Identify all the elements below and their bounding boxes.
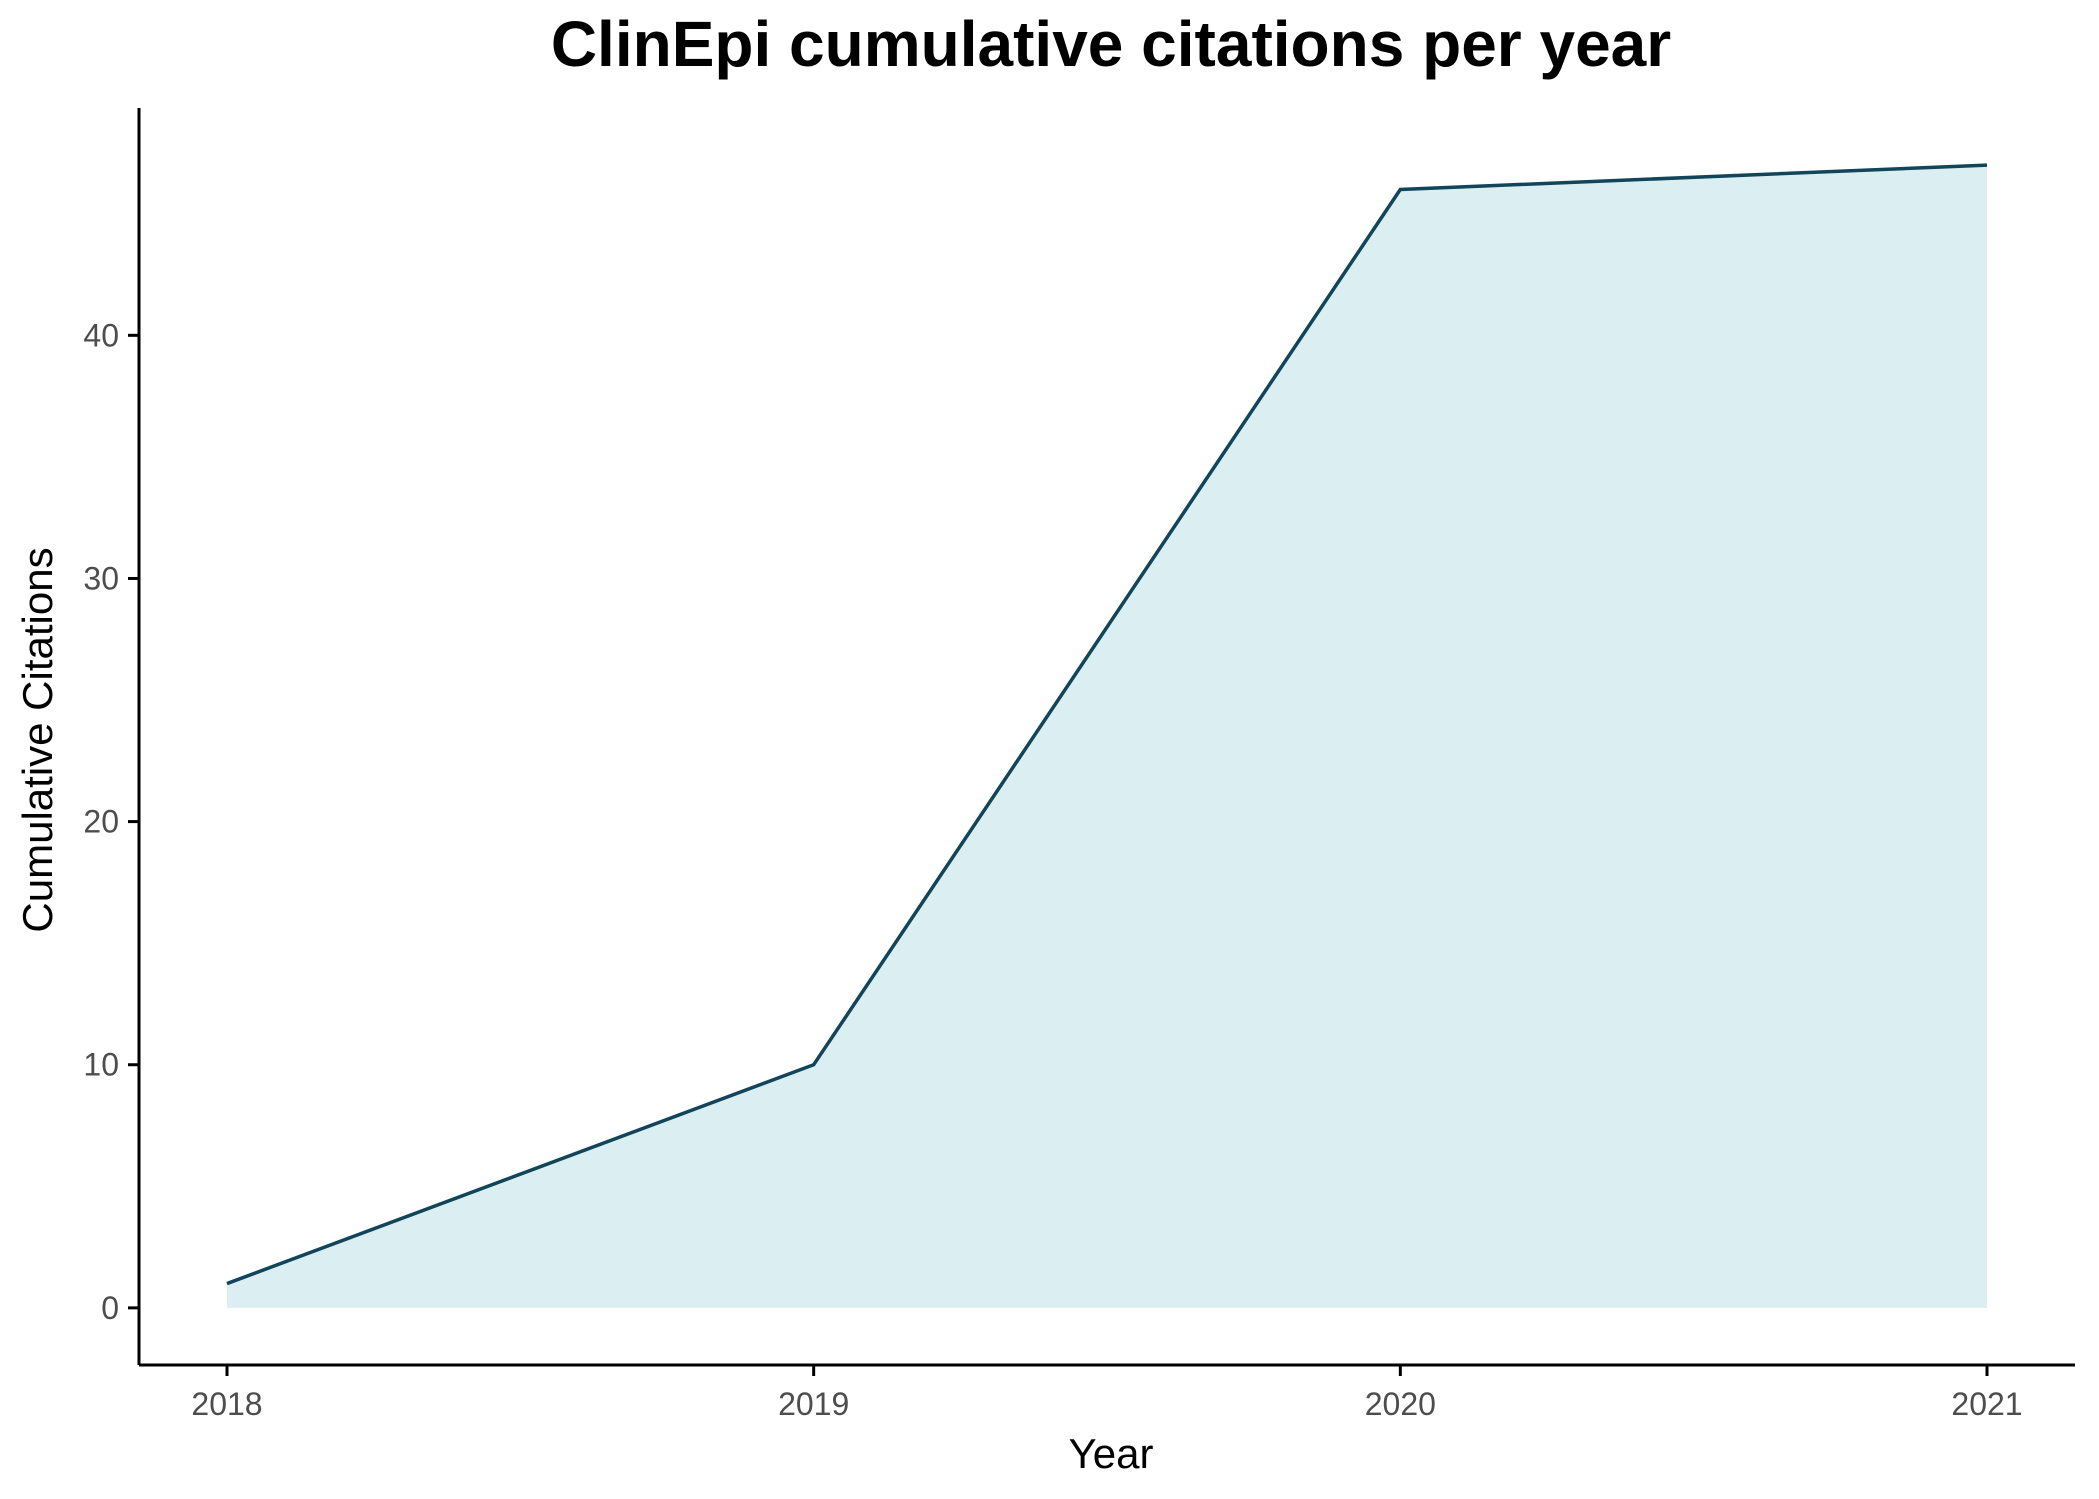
x-tick-label: 2020 — [1365, 1386, 1436, 1422]
x-tick-label: 2021 — [1951, 1386, 2022, 1422]
x-axis-title: Year — [1069, 1430, 1154, 1477]
x-tick-label: 2019 — [778, 1386, 849, 1422]
series-line — [226, 163, 1988, 1286]
y-tick-label: 40 — [83, 317, 119, 353]
y-tick-label: 10 — [83, 1047, 119, 1083]
chart-title: ClinEpi cumulative citations per year — [551, 8, 1671, 80]
y-tick-label: 20 — [83, 804, 119, 840]
x-axis-ticks: 2018 2019 2020 2021 — [191, 1365, 2023, 1422]
y-tick-label: 30 — [83, 560, 119, 596]
x-tick-label: 2018 — [191, 1386, 262, 1422]
y-axis-title: Cumulative Citations — [14, 547, 61, 932]
y-axis-ticks: 0 10 20 30 40 — [83, 317, 139, 1326]
area-fill — [227, 165, 1987, 1308]
plot-area — [226, 163, 1988, 1308]
y-tick-label: 0 — [101, 1290, 119, 1326]
